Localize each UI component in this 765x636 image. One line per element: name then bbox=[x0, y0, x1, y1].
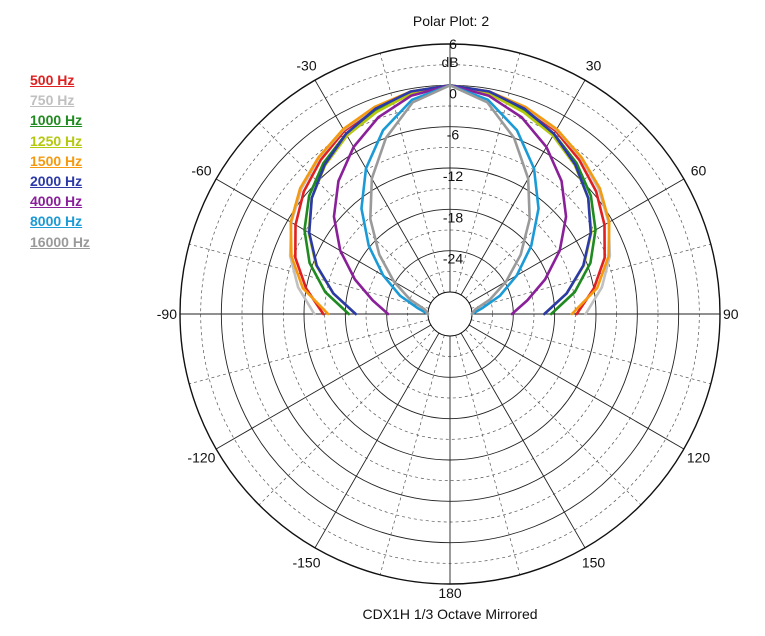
angle-label: 150 bbox=[582, 555, 606, 571]
legend-item: 500 Hz bbox=[30, 72, 75, 88]
grid-spoke bbox=[379, 53, 445, 293]
grid-spoke bbox=[455, 53, 521, 293]
angle-label: -60 bbox=[191, 163, 211, 179]
grid-spoke bbox=[468, 178, 685, 304]
angle-label: -30 bbox=[296, 57, 316, 73]
grid-spoke bbox=[379, 335, 445, 575]
radial-tick-label: -24 bbox=[443, 251, 463, 267]
angle-label: 180 bbox=[438, 585, 462, 601]
grid-spoke bbox=[460, 332, 586, 549]
radial-tick-label: -12 bbox=[443, 168, 463, 184]
legend-item: 16000 Hz bbox=[30, 233, 90, 250]
chart-footer: CDX1H 1/3 Octave Mirrored bbox=[362, 606, 537, 622]
grid-spoke bbox=[468, 324, 685, 450]
inner-hub bbox=[427, 291, 473, 337]
outer-ring bbox=[179, 43, 721, 585]
legend-item: 8000 Hz bbox=[30, 213, 83, 230]
angle-label: -90 bbox=[157, 306, 177, 322]
series-layer bbox=[288, 84, 612, 316]
radial-tick-label: 6 bbox=[449, 36, 457, 52]
grid-spoke bbox=[215, 324, 432, 450]
grid-spoke bbox=[471, 243, 711, 309]
grid-spoke bbox=[465, 122, 642, 299]
grid-spoke bbox=[189, 319, 429, 385]
grid-spoke bbox=[258, 122, 435, 299]
legend-item: 2000 Hz bbox=[30, 173, 83, 190]
legend-item: 1250 Hz bbox=[30, 132, 83, 149]
grid-spoke bbox=[258, 329, 435, 506]
legend-item: 1000 Hz bbox=[30, 112, 83, 129]
angle-label: 120 bbox=[687, 450, 711, 466]
grid-spoke bbox=[314, 332, 440, 549]
tick-labels: 60-6-12-18-24-30 30-60 60-90 90-120 120-150 1… bbox=[157, 36, 739, 601]
angle-label: 90 bbox=[723, 306, 739, 322]
radial-tick-label: 0 bbox=[449, 85, 457, 101]
grid-spoke bbox=[465, 329, 642, 506]
angle-label: 60 bbox=[691, 163, 707, 179]
chart-title: Polar Plot: 2 bbox=[413, 13, 489, 29]
legend-item: 1500 Hz bbox=[30, 152, 83, 169]
angle-label: -120 bbox=[187, 450, 215, 466]
grid-spoke bbox=[471, 319, 711, 385]
grid-spoke bbox=[215, 178, 432, 304]
grid-spoke bbox=[460, 79, 586, 296]
legend: 500 Hz 750 Hz 1000 Hz 1250 Hz 1500 Hz 2000 Hz… bbox=[30, 70, 90, 252]
legend-item: 750 Hz bbox=[30, 92, 75, 109]
legend-item: 4000 Hz bbox=[30, 193, 83, 210]
series-line-16000-hz bbox=[369, 84, 531, 316]
angle-label: -150 bbox=[292, 555, 320, 571]
radial-tick-label: -18 bbox=[443, 209, 463, 225]
grid-spoke bbox=[189, 243, 429, 309]
grid-spoke bbox=[314, 79, 440, 296]
angle-label: 30 bbox=[586, 57, 602, 73]
grid-spoke bbox=[455, 335, 521, 575]
radial-tick-label: -6 bbox=[447, 127, 460, 143]
polar-grid bbox=[179, 43, 721, 585]
